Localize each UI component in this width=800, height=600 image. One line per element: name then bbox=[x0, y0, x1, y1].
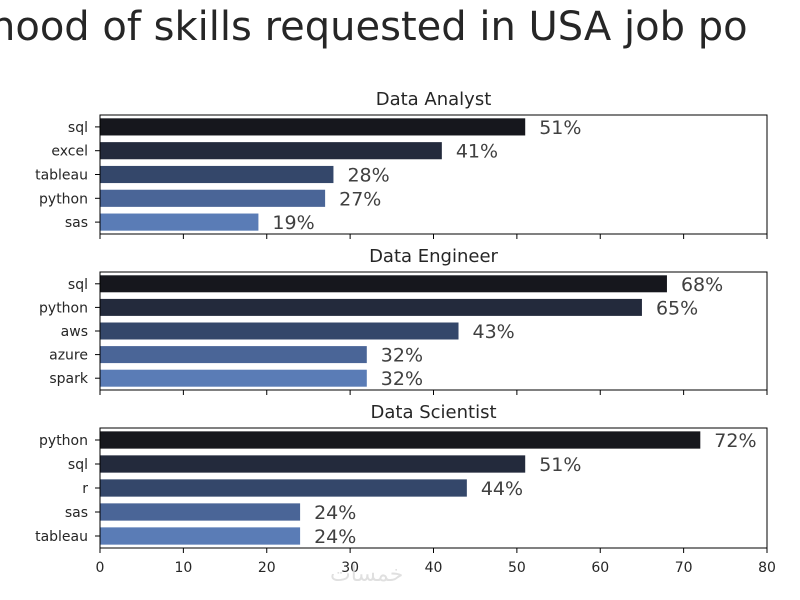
y-tick-label: python bbox=[39, 191, 88, 207]
y-tick-label: sql bbox=[68, 120, 88, 136]
data-label: 28% bbox=[347, 165, 389, 187]
bar bbox=[100, 346, 367, 364]
bar bbox=[100, 189, 326, 207]
bar bbox=[100, 431, 701, 449]
y-tick-label: aws bbox=[61, 324, 88, 340]
data-label: 41% bbox=[456, 141, 498, 163]
y-tick-label: azure bbox=[49, 348, 88, 364]
y-tick-label: tableau bbox=[35, 168, 88, 184]
bar bbox=[100, 275, 667, 293]
bar bbox=[100, 503, 301, 521]
bar bbox=[100, 142, 442, 160]
bar bbox=[100, 298, 642, 316]
x-tick-label: 80 bbox=[758, 560, 776, 576]
x-tick-label: 50 bbox=[508, 560, 526, 576]
y-tick-label: spark bbox=[49, 371, 89, 387]
x-tick-label: 70 bbox=[675, 560, 693, 576]
x-tick-label: 10 bbox=[174, 560, 192, 576]
data-label: 24% bbox=[314, 502, 356, 524]
bar bbox=[100, 118, 526, 136]
data-label: 43% bbox=[473, 321, 515, 343]
x-tick-label: 20 bbox=[258, 560, 276, 576]
bar bbox=[100, 455, 526, 473]
y-tick-label: python bbox=[39, 433, 88, 449]
y-tick-label: sas bbox=[65, 505, 88, 521]
data-label: 68% bbox=[681, 274, 723, 296]
x-tick-label: 30 bbox=[341, 560, 359, 576]
bar bbox=[100, 165, 334, 184]
y-tick-label: r bbox=[82, 481, 88, 497]
bar bbox=[100, 527, 301, 545]
watermark-logo: خمسات bbox=[330, 562, 404, 587]
figure-suptitle: hood of skills requested in USA job po bbox=[0, 4, 748, 50]
data-label: 19% bbox=[272, 212, 314, 234]
data-label: 51% bbox=[539, 117, 581, 139]
y-tick-label: sql bbox=[68, 277, 88, 293]
bar bbox=[100, 213, 259, 231]
y-tick-label: excel bbox=[51, 144, 88, 160]
data-label: 51% bbox=[539, 454, 581, 476]
x-tick-label: 40 bbox=[425, 560, 443, 576]
data-label: 24% bbox=[314, 526, 356, 548]
data-label: 44% bbox=[481, 478, 523, 500]
x-tick-label: 60 bbox=[591, 560, 609, 576]
subplot-title: Data Scientist bbox=[371, 402, 497, 423]
data-label: 72% bbox=[714, 430, 756, 452]
data-label: 65% bbox=[656, 297, 698, 319]
subplot-title: Data Analyst bbox=[376, 89, 492, 110]
subplot-title: Data Engineer bbox=[369, 246, 498, 267]
data-label: 32% bbox=[381, 368, 423, 390]
data-label: 32% bbox=[381, 345, 423, 367]
y-tick-label: sas bbox=[65, 215, 88, 231]
x-tick-label: 0 bbox=[96, 560, 105, 576]
bar bbox=[100, 322, 459, 340]
bar bbox=[100, 479, 467, 497]
y-tick-label: tableau bbox=[35, 529, 88, 545]
bar bbox=[100, 369, 367, 387]
y-tick-label: sql bbox=[68, 457, 88, 473]
y-tick-label: python bbox=[39, 300, 88, 316]
data-label: 27% bbox=[339, 188, 381, 210]
